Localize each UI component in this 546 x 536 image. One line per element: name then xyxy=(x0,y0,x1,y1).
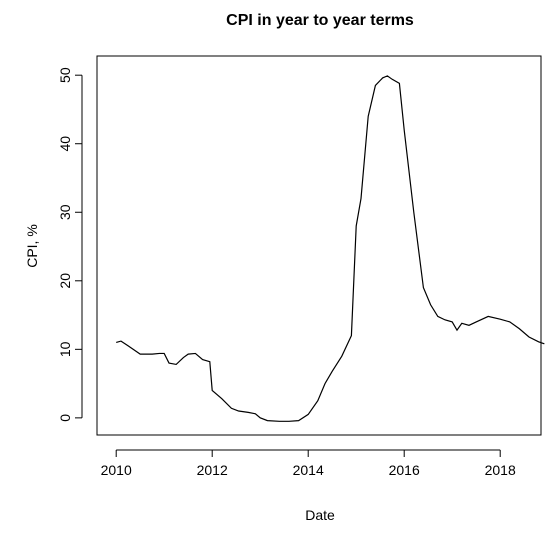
y-tick-label: 50 xyxy=(57,67,73,83)
y-tick-label: 10 xyxy=(57,341,73,357)
chart-title: CPI in year to year terms xyxy=(226,12,414,29)
x-tick-label: 2014 xyxy=(293,462,324,478)
line-series xyxy=(116,75,545,422)
y-tick-label: 0 xyxy=(57,414,73,422)
y-tick-label: 30 xyxy=(57,204,73,220)
x-axis-label: Date xyxy=(305,507,335,523)
y-axis-label: CPI, % xyxy=(24,224,40,268)
x-tick-label: 2016 xyxy=(389,462,420,478)
x-tick-label: 2010 xyxy=(101,462,132,478)
y-tick-label: 40 xyxy=(57,136,73,152)
x-tick-label: 2018 xyxy=(485,462,516,478)
x-tick-label: 2012 xyxy=(197,462,228,478)
y-tick-label: 20 xyxy=(57,273,73,289)
plot-box xyxy=(96,55,542,436)
